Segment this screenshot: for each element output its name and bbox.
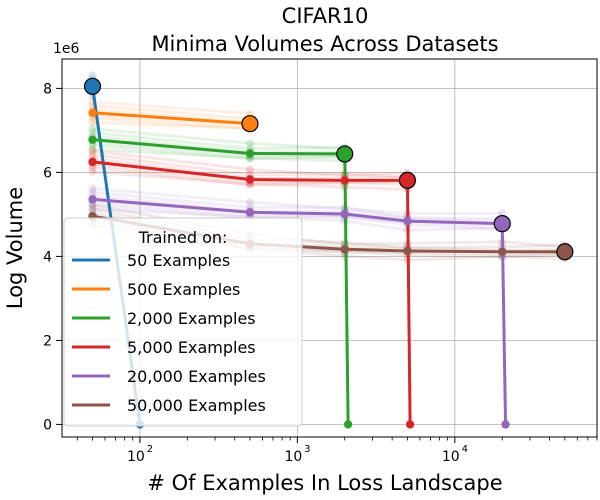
legend-box xyxy=(63,217,303,427)
chart-title: CIFAR10 xyxy=(282,4,369,28)
shadow-run-point xyxy=(88,184,97,193)
endpoint-marker xyxy=(83,77,102,95)
shadow-run-line xyxy=(92,149,408,177)
shadow-run-point xyxy=(88,150,97,159)
chart-subtitle: Minima Volumes Across Datasets xyxy=(151,32,498,56)
shadow-run-point xyxy=(88,204,97,213)
shadow-run-point xyxy=(88,201,97,210)
shadow-run-point xyxy=(88,205,97,214)
y-scale-label: 1e6 xyxy=(53,41,80,57)
series-point xyxy=(343,420,353,429)
legend-label: 2,000 Examples xyxy=(127,309,256,328)
series-point xyxy=(245,208,255,217)
y-axis-title: Log Volume xyxy=(3,187,27,309)
series-line xyxy=(92,111,251,126)
shadow-run-line xyxy=(92,157,408,180)
shadow-run-line xyxy=(92,121,251,130)
shadow-run-line xyxy=(92,131,345,151)
shadow-run-point xyxy=(88,118,97,127)
series-point xyxy=(501,420,510,429)
legend: Trained on: 50 Examples 500 Examples 2,000… xyxy=(63,217,303,427)
x-axis-title: # Of Examples In Loss Landscape xyxy=(147,471,502,495)
shadow-run-point xyxy=(245,198,254,207)
shadow-run-line xyxy=(92,165,408,187)
legend-label: 50,000 Examples xyxy=(127,396,266,415)
endpoint-marker xyxy=(241,115,259,133)
shadow-run-line xyxy=(92,107,251,124)
series-point xyxy=(88,135,97,144)
legend-label: 50 Examples xyxy=(127,251,230,270)
x-tick-exponent: 2 xyxy=(147,444,153,455)
shadow-run-point xyxy=(88,71,97,80)
shadow-run-line xyxy=(92,127,345,151)
endpoint-marker xyxy=(556,243,574,261)
shadow-run-line xyxy=(92,113,251,128)
y-tick-label: 6 xyxy=(43,165,52,181)
shadow-run-line xyxy=(92,100,251,116)
series-point xyxy=(340,209,349,219)
endpoint-marker xyxy=(398,171,417,189)
series-point xyxy=(88,157,97,167)
shadow-run-line xyxy=(92,153,408,179)
y-tick-label: 2 xyxy=(43,333,52,349)
endpoint-marker xyxy=(336,145,354,163)
shadow-run-line xyxy=(92,104,251,121)
series-point xyxy=(403,216,412,226)
legend-label: 20,000 Examples xyxy=(127,367,266,386)
series-point xyxy=(498,247,507,256)
shadow-run-line xyxy=(92,143,345,161)
shadow-run-line xyxy=(92,170,408,191)
series-line xyxy=(92,197,508,425)
legend-label: 500 Examples xyxy=(127,280,240,299)
shadow-run-point xyxy=(245,139,254,148)
shadow-run-point xyxy=(245,165,254,174)
series-point xyxy=(245,175,255,184)
shadow-run-point xyxy=(88,188,97,197)
series-point xyxy=(340,176,349,185)
series-point xyxy=(245,149,255,158)
y-tick-label: 4 xyxy=(43,249,52,265)
x-tick-label: 10 xyxy=(284,449,302,465)
shadow-run-line xyxy=(92,147,345,163)
legend-label: 5,000 Examples xyxy=(127,338,256,357)
x-tick-exponent: 3 xyxy=(304,444,310,455)
plot-area-frame xyxy=(61,58,598,438)
legend-title: Trained on: xyxy=(138,228,228,247)
shadow-run-point xyxy=(88,146,97,155)
series-point xyxy=(405,420,415,429)
y-tick-label: 0 xyxy=(43,417,52,433)
series-point xyxy=(88,108,97,117)
series-line xyxy=(92,138,350,425)
endpoint-markers xyxy=(83,77,574,261)
endpoint-marker xyxy=(493,215,511,233)
shadow-run-point xyxy=(88,128,97,137)
series-point xyxy=(403,246,412,256)
x-tick-exponent: 4 xyxy=(462,444,468,455)
shadow-run-point xyxy=(88,124,97,133)
y-tick-label: 8 xyxy=(43,81,52,97)
shadow-run-line xyxy=(92,163,408,185)
x-tick-label: 10 xyxy=(442,449,460,465)
shadow-run-point xyxy=(88,145,97,154)
shadow-run-line xyxy=(92,116,251,131)
series-point xyxy=(340,245,349,254)
shadow-run-point xyxy=(88,167,97,176)
x-tick-label: 10 xyxy=(127,449,145,465)
series-point xyxy=(88,195,97,204)
